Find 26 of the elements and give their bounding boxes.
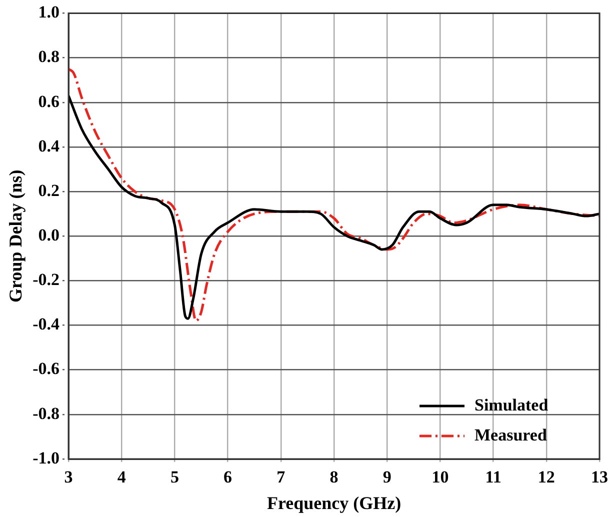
x-tick-label: 6	[224, 468, 232, 487]
x-tick-label: 3	[64, 468, 73, 487]
x-tick-label: 5	[170, 468, 179, 487]
y-tick-label: -0.4	[32, 314, 60, 334]
legend-label: Simulated	[474, 395, 549, 414]
y-tick-label: -0.8	[32, 404, 60, 423]
x-tick-label: 10	[432, 468, 449, 487]
x-tick-label: 13	[591, 468, 608, 487]
x-tick-label: 8	[330, 468, 338, 487]
x-tick-label: 9	[382, 468, 392, 487]
x-tick-label: 11	[485, 468, 502, 487]
y-axis-title: Group Delay (ns)	[5, 170, 26, 302]
y-tick-label: 1.0	[38, 2, 60, 22]
x-tick-label: 4	[117, 468, 126, 487]
y-tick-label: 0.8	[38, 47, 60, 66]
legend-label: Measured	[474, 425, 548, 444]
y-tick-label: -1.0	[32, 448, 60, 468]
x-tick-label: 7	[276, 468, 286, 487]
x-tick-label: 12	[538, 468, 555, 487]
y-tick-label: -0.6	[32, 359, 60, 378]
y-tick-label: 0.0	[38, 225, 60, 244]
x-axis-title: Frequency (GHz)	[266, 492, 402, 513]
y-tick-label: 0.4	[38, 136, 60, 156]
y-tick-label: 0.2	[38, 180, 60, 200]
y-tick-label: 0.6	[38, 92, 60, 111]
y-tick-label: -0.2	[32, 270, 60, 290]
